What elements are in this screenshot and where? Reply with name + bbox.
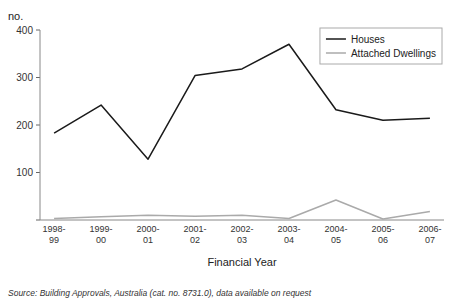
x-tick-label: 1999-00 (90, 224, 113, 245)
y-tick-label: 300 (16, 72, 33, 83)
legend: Houses Attached Dwellings (320, 28, 442, 64)
y-tick-label: 200 (16, 120, 33, 131)
x-axis-label: Financial Year (207, 256, 276, 268)
x-tick-label: 1998-99 (43, 224, 66, 245)
y-tick (36, 125, 40, 126)
y-tick (36, 172, 40, 173)
y-tick (36, 220, 40, 221)
x-tick-label-line: 2006- (418, 224, 441, 234)
plot-lines (54, 44, 430, 219)
y-axis (40, 30, 41, 220)
x-tick-label: 2004-05 (324, 224, 347, 245)
x-tick-label-line: 04 (284, 235, 294, 245)
x-tick-label-line: 00 (96, 235, 106, 245)
x-tick-label: 2005-06 (371, 224, 394, 245)
y-tick-label: 100 (16, 167, 33, 178)
x-tick-label: 2002-03 (230, 224, 253, 245)
x-tick-label-line: 2004- (324, 224, 347, 234)
x-tick-label-line: 2002- (230, 224, 253, 234)
x-tick-label-line: 2001- (184, 224, 207, 234)
x-tick-label-line: 02 (190, 235, 200, 245)
x-tick-label-line: 07 (425, 235, 435, 245)
y-axis-label: no. (8, 10, 23, 22)
source-text: Source: Building Approvals, Australia (c… (8, 288, 312, 298)
x-tick-label-line: 03 (237, 235, 247, 245)
x-tick-label-line: 99 (49, 235, 59, 245)
series-line (54, 200, 430, 219)
legend-label: Houses (351, 34, 385, 45)
x-tick-label-line: 2005- (371, 224, 394, 234)
x-tick-label-line: 06 (378, 235, 388, 245)
x-tick-label: 2003-04 (277, 224, 300, 245)
x-tick-label-line: 1998- (43, 224, 66, 234)
x-tick-label-line: 05 (331, 235, 341, 245)
y-tick (36, 30, 40, 31)
x-tick-label-line: 2003- (277, 224, 300, 234)
legend-handle (326, 38, 346, 40)
x-tick-label-line: 01 (143, 235, 153, 245)
legend-frame (320, 28, 442, 64)
y-tick (36, 77, 40, 78)
x-tick-label: 2001-02 (184, 224, 207, 245)
x-tick-label-line: 2000- (137, 224, 160, 234)
y-tick-label: 400 (16, 25, 33, 36)
legend-label: Attached Dwellings (351, 48, 436, 59)
x-tick-label-line: 1999- (90, 224, 113, 234)
x-tick-label: 2000-01 (137, 224, 160, 245)
legend-handle (326, 52, 346, 54)
x-tick-label: 2006-07 (418, 224, 441, 245)
chart: 100 200 300 400 1998-99 1999-00 2000-01 2001-02… (0, 0, 454, 302)
